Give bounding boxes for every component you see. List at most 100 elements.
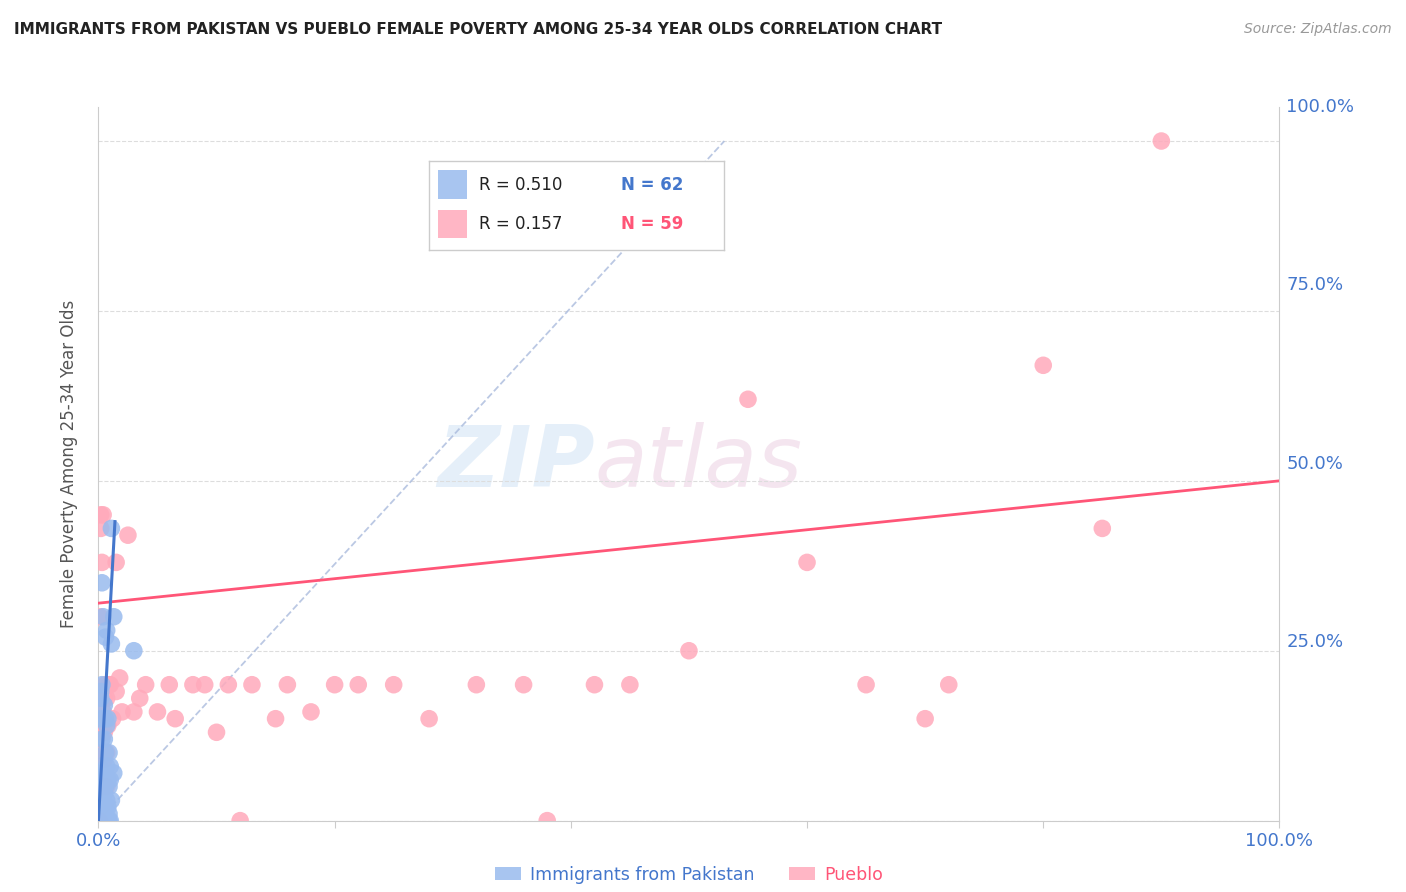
- Point: [855, 678, 877, 692]
- Point: [91, 555, 114, 569]
- Point: [91, 814, 114, 828]
- Point: [105, 555, 128, 569]
- Point: [737, 392, 759, 407]
- Point: [536, 814, 558, 828]
- Point: [94, 746, 117, 760]
- Point: [98, 678, 121, 692]
- Point: [98, 814, 121, 828]
- Point: [93, 814, 115, 828]
- Point: [96, 780, 118, 794]
- Point: [98, 772, 121, 787]
- Point: [91, 806, 114, 821]
- Point: [89, 746, 111, 760]
- Point: [89, 806, 111, 821]
- Point: [89, 772, 111, 787]
- Point: [90, 814, 112, 828]
- Point: [146, 705, 169, 719]
- Point: [96, 624, 118, 638]
- Point: [90, 806, 112, 821]
- Point: [90, 691, 112, 706]
- Point: [91, 575, 114, 590]
- Text: Source: ZipAtlas.com: Source: ZipAtlas.com: [1244, 22, 1392, 37]
- Point: [229, 814, 252, 828]
- Point: [91, 780, 114, 794]
- Point: [914, 712, 936, 726]
- Point: [91, 508, 114, 522]
- Point: [98, 780, 121, 794]
- Y-axis label: Female Poverty Among 25-34 Year Olds: Female Poverty Among 25-34 Year Olds: [59, 300, 77, 628]
- Text: IMMIGRANTS FROM PAKISTAN VS PUEBLO FEMALE POVERTY AMONG 25-34 YEAR OLDS CORRELAT: IMMIGRANTS FROM PAKISTAN VS PUEBLO FEMAL…: [14, 22, 942, 37]
- Point: [89, 759, 111, 773]
- Point: [89, 800, 111, 814]
- Bar: [439, 170, 468, 199]
- Point: [90, 766, 112, 780]
- Point: [619, 678, 641, 692]
- Point: [103, 766, 125, 780]
- Point: [465, 678, 488, 692]
- Point: [100, 793, 122, 807]
- Point: [91, 712, 114, 726]
- Point: [91, 800, 114, 814]
- Point: [93, 732, 115, 747]
- Point: [94, 630, 117, 644]
- Point: [100, 521, 122, 535]
- Point: [98, 806, 121, 821]
- Point: [94, 712, 117, 726]
- Point: [299, 705, 322, 719]
- Point: [93, 787, 115, 801]
- Point: [94, 800, 117, 814]
- Point: [98, 814, 121, 828]
- Point: [347, 678, 370, 692]
- Point: [93, 698, 115, 712]
- Point: [94, 806, 117, 821]
- Point: [98, 678, 121, 692]
- Point: [93, 725, 115, 739]
- Point: [217, 678, 239, 692]
- Text: 25.0%: 25.0%: [1286, 633, 1344, 651]
- Point: [90, 508, 112, 522]
- Point: [512, 678, 534, 692]
- Point: [181, 678, 204, 692]
- Point: [96, 793, 118, 807]
- Text: R = 0.510: R = 0.510: [479, 176, 562, 194]
- Point: [87, 814, 110, 828]
- Text: N = 59: N = 59: [621, 215, 683, 233]
- Point: [105, 684, 128, 698]
- Text: 75.0%: 75.0%: [1286, 277, 1344, 294]
- Point: [91, 772, 114, 787]
- Point: [128, 691, 150, 706]
- Point: [91, 725, 114, 739]
- Point: [583, 678, 606, 692]
- Point: [1150, 134, 1173, 148]
- Point: [194, 678, 217, 692]
- Text: 50.0%: 50.0%: [1286, 455, 1343, 473]
- Point: [94, 780, 117, 794]
- Bar: [439, 210, 468, 238]
- Point: [89, 780, 111, 794]
- Point: [91, 705, 114, 719]
- Point: [91, 814, 114, 828]
- Point: [97, 718, 120, 732]
- Point: [276, 678, 298, 692]
- Point: [89, 793, 111, 807]
- Point: [96, 746, 118, 760]
- Point: [93, 691, 115, 706]
- Point: [157, 678, 180, 692]
- Point: [90, 800, 112, 814]
- Point: [96, 759, 118, 773]
- Point: [91, 766, 114, 780]
- Point: [205, 725, 228, 739]
- Point: [90, 684, 112, 698]
- Point: [97, 772, 120, 787]
- Point: [122, 644, 145, 658]
- Point: [98, 759, 121, 773]
- Point: [938, 678, 960, 692]
- Point: [264, 712, 287, 726]
- Point: [93, 752, 115, 766]
- Point: [98, 746, 121, 760]
- Point: [91, 780, 114, 794]
- Point: [1032, 359, 1054, 373]
- Point: [96, 718, 118, 732]
- Point: [165, 712, 187, 726]
- Point: [90, 780, 112, 794]
